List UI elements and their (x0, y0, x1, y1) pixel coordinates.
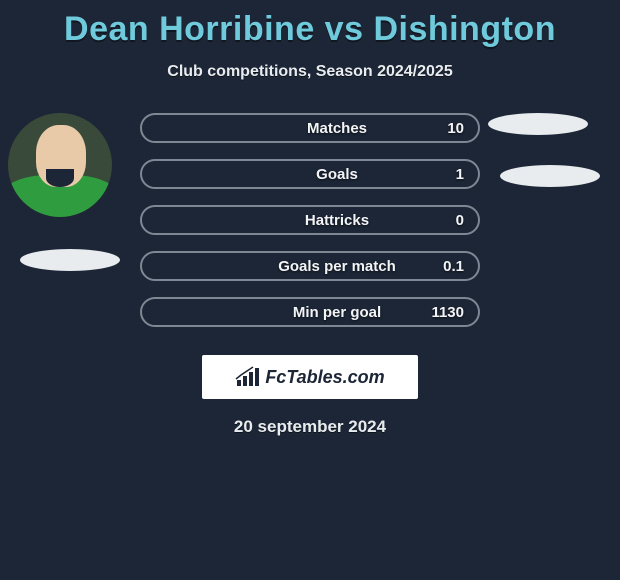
stat-label: Goals (142, 166, 422, 183)
stat-row-goals: Goals 1 (140, 159, 480, 189)
player-left-avatar (8, 113, 112, 217)
date-text: 20 september 2024 (0, 417, 620, 437)
stat-value: 0.1 (422, 258, 478, 275)
stat-row-goals-per-match: Goals per match 0.1 (140, 251, 480, 281)
page-title: Dean Horribine vs Dishington (0, 0, 620, 49)
stat-value: 1 (422, 166, 478, 183)
stats-list: Matches 10 Goals 1 Hattricks 0 Goals per… (140, 113, 480, 343)
branding-text: FcTables.com (265, 367, 384, 388)
chart-icon (235, 366, 261, 388)
stat-value: 1130 (422, 304, 478, 321)
stat-row-matches: Matches 10 (140, 113, 480, 143)
player-right-shadow-2 (500, 165, 600, 187)
stat-label: Hattricks (142, 212, 422, 229)
stat-label: Matches (142, 120, 422, 137)
player-left-shadow (20, 249, 120, 271)
player-right-shadow-1 (488, 113, 588, 135)
stat-row-hattricks: Hattricks 0 (140, 205, 480, 235)
stat-value: 10 (422, 120, 478, 137)
subtitle: Club competitions, Season 2024/2025 (0, 63, 620, 81)
comparison-content: Matches 10 Goals 1 Hattricks 0 Goals per… (0, 113, 620, 343)
branding-badge: FcTables.com (202, 355, 418, 399)
stat-label: Min per goal (142, 304, 422, 321)
stat-value: 0 (422, 212, 478, 229)
stat-row-min-per-goal: Min per goal 1130 (140, 297, 480, 327)
stat-label: Goals per match (142, 258, 422, 275)
